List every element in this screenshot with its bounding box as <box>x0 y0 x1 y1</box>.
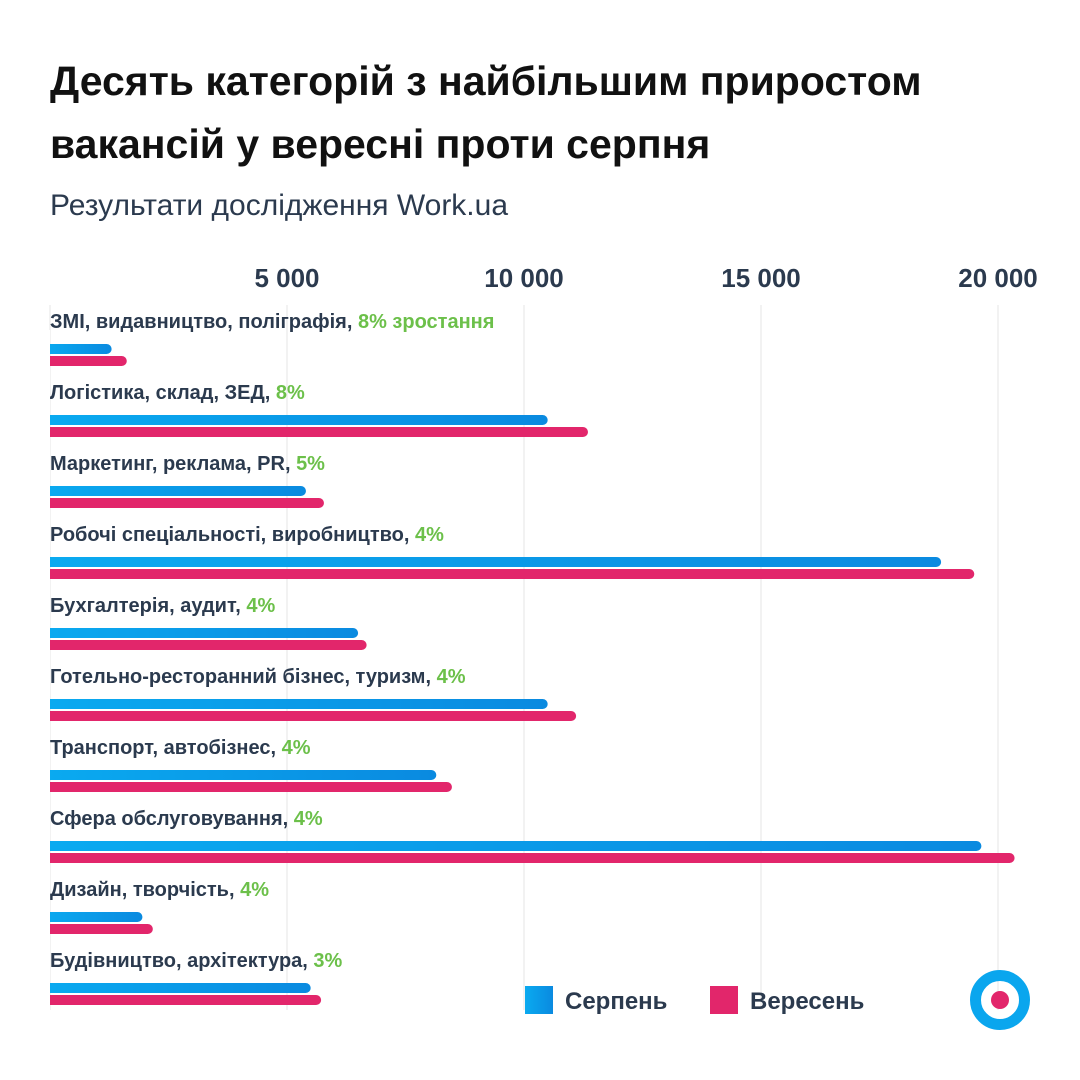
growth-label: 4% <box>437 666 466 688</box>
bar-serpen <box>45 699 548 709</box>
bar-veresen <box>45 782 452 792</box>
category-name: Готельно-ресторанний бізнес, туризм, <box>50 666 437 688</box>
growth-label: 4% <box>415 524 444 546</box>
category-label: Логістика, склад, ЗЕД, 8% <box>50 382 305 404</box>
bar-veresen <box>45 995 322 1005</box>
growth-label: 3% <box>313 950 342 972</box>
bar-serpen <box>45 557 942 567</box>
bar-serpen <box>45 415 548 425</box>
category-label: Робочі спеціальності, виробництво, 4% <box>50 524 444 546</box>
category-row: Бухгалтерія, аудит, 4% <box>45 595 367 650</box>
bar-serpen <box>45 983 311 993</box>
bar-serpen <box>45 912 143 922</box>
growth-label: 8% <box>276 382 305 404</box>
category-label: Транспорт, автобізнес, 4% <box>50 737 311 759</box>
chart-title-line-1: Десять категорій з найбільшим приростом <box>50 58 922 104</box>
category-name: Будівництво, архітектура, <box>50 950 313 972</box>
category-label: ЗМІ, видавництво, поліграфія, 8% зростан… <box>50 311 494 333</box>
bar-veresen <box>45 853 1015 863</box>
category-label: Сфера обслуговування, 4% <box>50 808 323 830</box>
growth-label: 5% <box>296 453 325 475</box>
bar-veresen <box>45 711 577 721</box>
category-name: Робочі спеціальності, виробництво, <box>50 524 415 546</box>
bar-veresen <box>45 356 127 366</box>
legend-swatch-serpen <box>525 986 553 1014</box>
growth-label: 8% зростання <box>358 311 494 333</box>
chart-subtitle: Результати дослідження Work.ua <box>50 189 508 222</box>
bar-veresen <box>45 569 975 579</box>
growth-label: 4% <box>240 879 269 901</box>
category-label: Бухгалтерія, аудит, 4% <box>50 595 276 617</box>
legend: Серпень Вересень <box>525 986 864 1015</box>
category-row: Сфера обслуговування, 4% <box>45 808 1015 863</box>
growth-label: 4% <box>282 737 311 759</box>
legend-swatch-veresen <box>710 986 738 1014</box>
category-row: Транспорт, автобізнес, 4% <box>45 737 452 792</box>
growth-label: 4% <box>246 595 275 617</box>
category-label: Готельно-ресторанний бізнес, туризм, 4% <box>50 666 466 688</box>
workua-logo-icon <box>970 970 1030 1030</box>
category-name: Сфера обслуговування, <box>50 808 294 830</box>
legend-label-serpen: Серпень <box>565 988 667 1015</box>
category-row: Логістика, склад, ЗЕД, 8% <box>45 382 588 437</box>
category-name: Логістика, склад, ЗЕД, <box>50 382 276 404</box>
category-name: Маркетинг, реклама, PR, <box>50 453 296 475</box>
category-label: Будівництво, архітектура, 3% <box>50 950 343 972</box>
bar-left-mask <box>40 330 50 1020</box>
category-name: Дизайн, творчість, <box>50 879 240 901</box>
category-row: Будівництво, архітектура, 3% <box>45 950 343 1005</box>
category-row: Готельно-ресторанний бізнес, туризм, 4% <box>45 666 577 721</box>
category-row: ЗМІ, видавництво, поліграфія, 8% зростан… <box>45 311 494 366</box>
bar-veresen <box>45 640 367 650</box>
bar-veresen <box>45 427 588 437</box>
legend-label-veresen: Вересень <box>750 988 864 1015</box>
category-name: ЗМІ, видавництво, поліграфія, <box>50 311 358 333</box>
growth-label: 4% <box>294 808 323 830</box>
category-label: Маркетинг, реклама, PR, 5% <box>50 453 325 475</box>
category-row: Робочі спеціальності, виробництво, 4% <box>45 524 975 579</box>
x-tick-label: 20 000 <box>958 263 1038 293</box>
chart-title-line-2: вакансій у вересні проти серпня <box>50 121 710 167</box>
category-row: Дизайн, творчість, 4% <box>45 879 269 934</box>
bar-veresen <box>45 924 153 934</box>
category-row: Маркетинг, реклама, PR, 5% <box>45 453 325 508</box>
bar-serpen <box>45 628 359 638</box>
x-tick-label: 10 000 <box>484 263 564 293</box>
bar-veresen <box>45 498 324 508</box>
category-label: Дизайн, творчість, 4% <box>50 879 269 901</box>
bar-serpen <box>45 486 306 496</box>
category-name: Транспорт, автобізнес, <box>50 737 282 759</box>
category-name: Бухгалтерія, аудит, <box>50 595 246 617</box>
x-tick-label: 15 000 <box>721 263 801 293</box>
x-tick-label: 5 000 <box>254 263 319 293</box>
bar-serpen <box>45 344 112 354</box>
bar-serpen <box>45 770 437 780</box>
bar-serpen <box>45 841 982 851</box>
